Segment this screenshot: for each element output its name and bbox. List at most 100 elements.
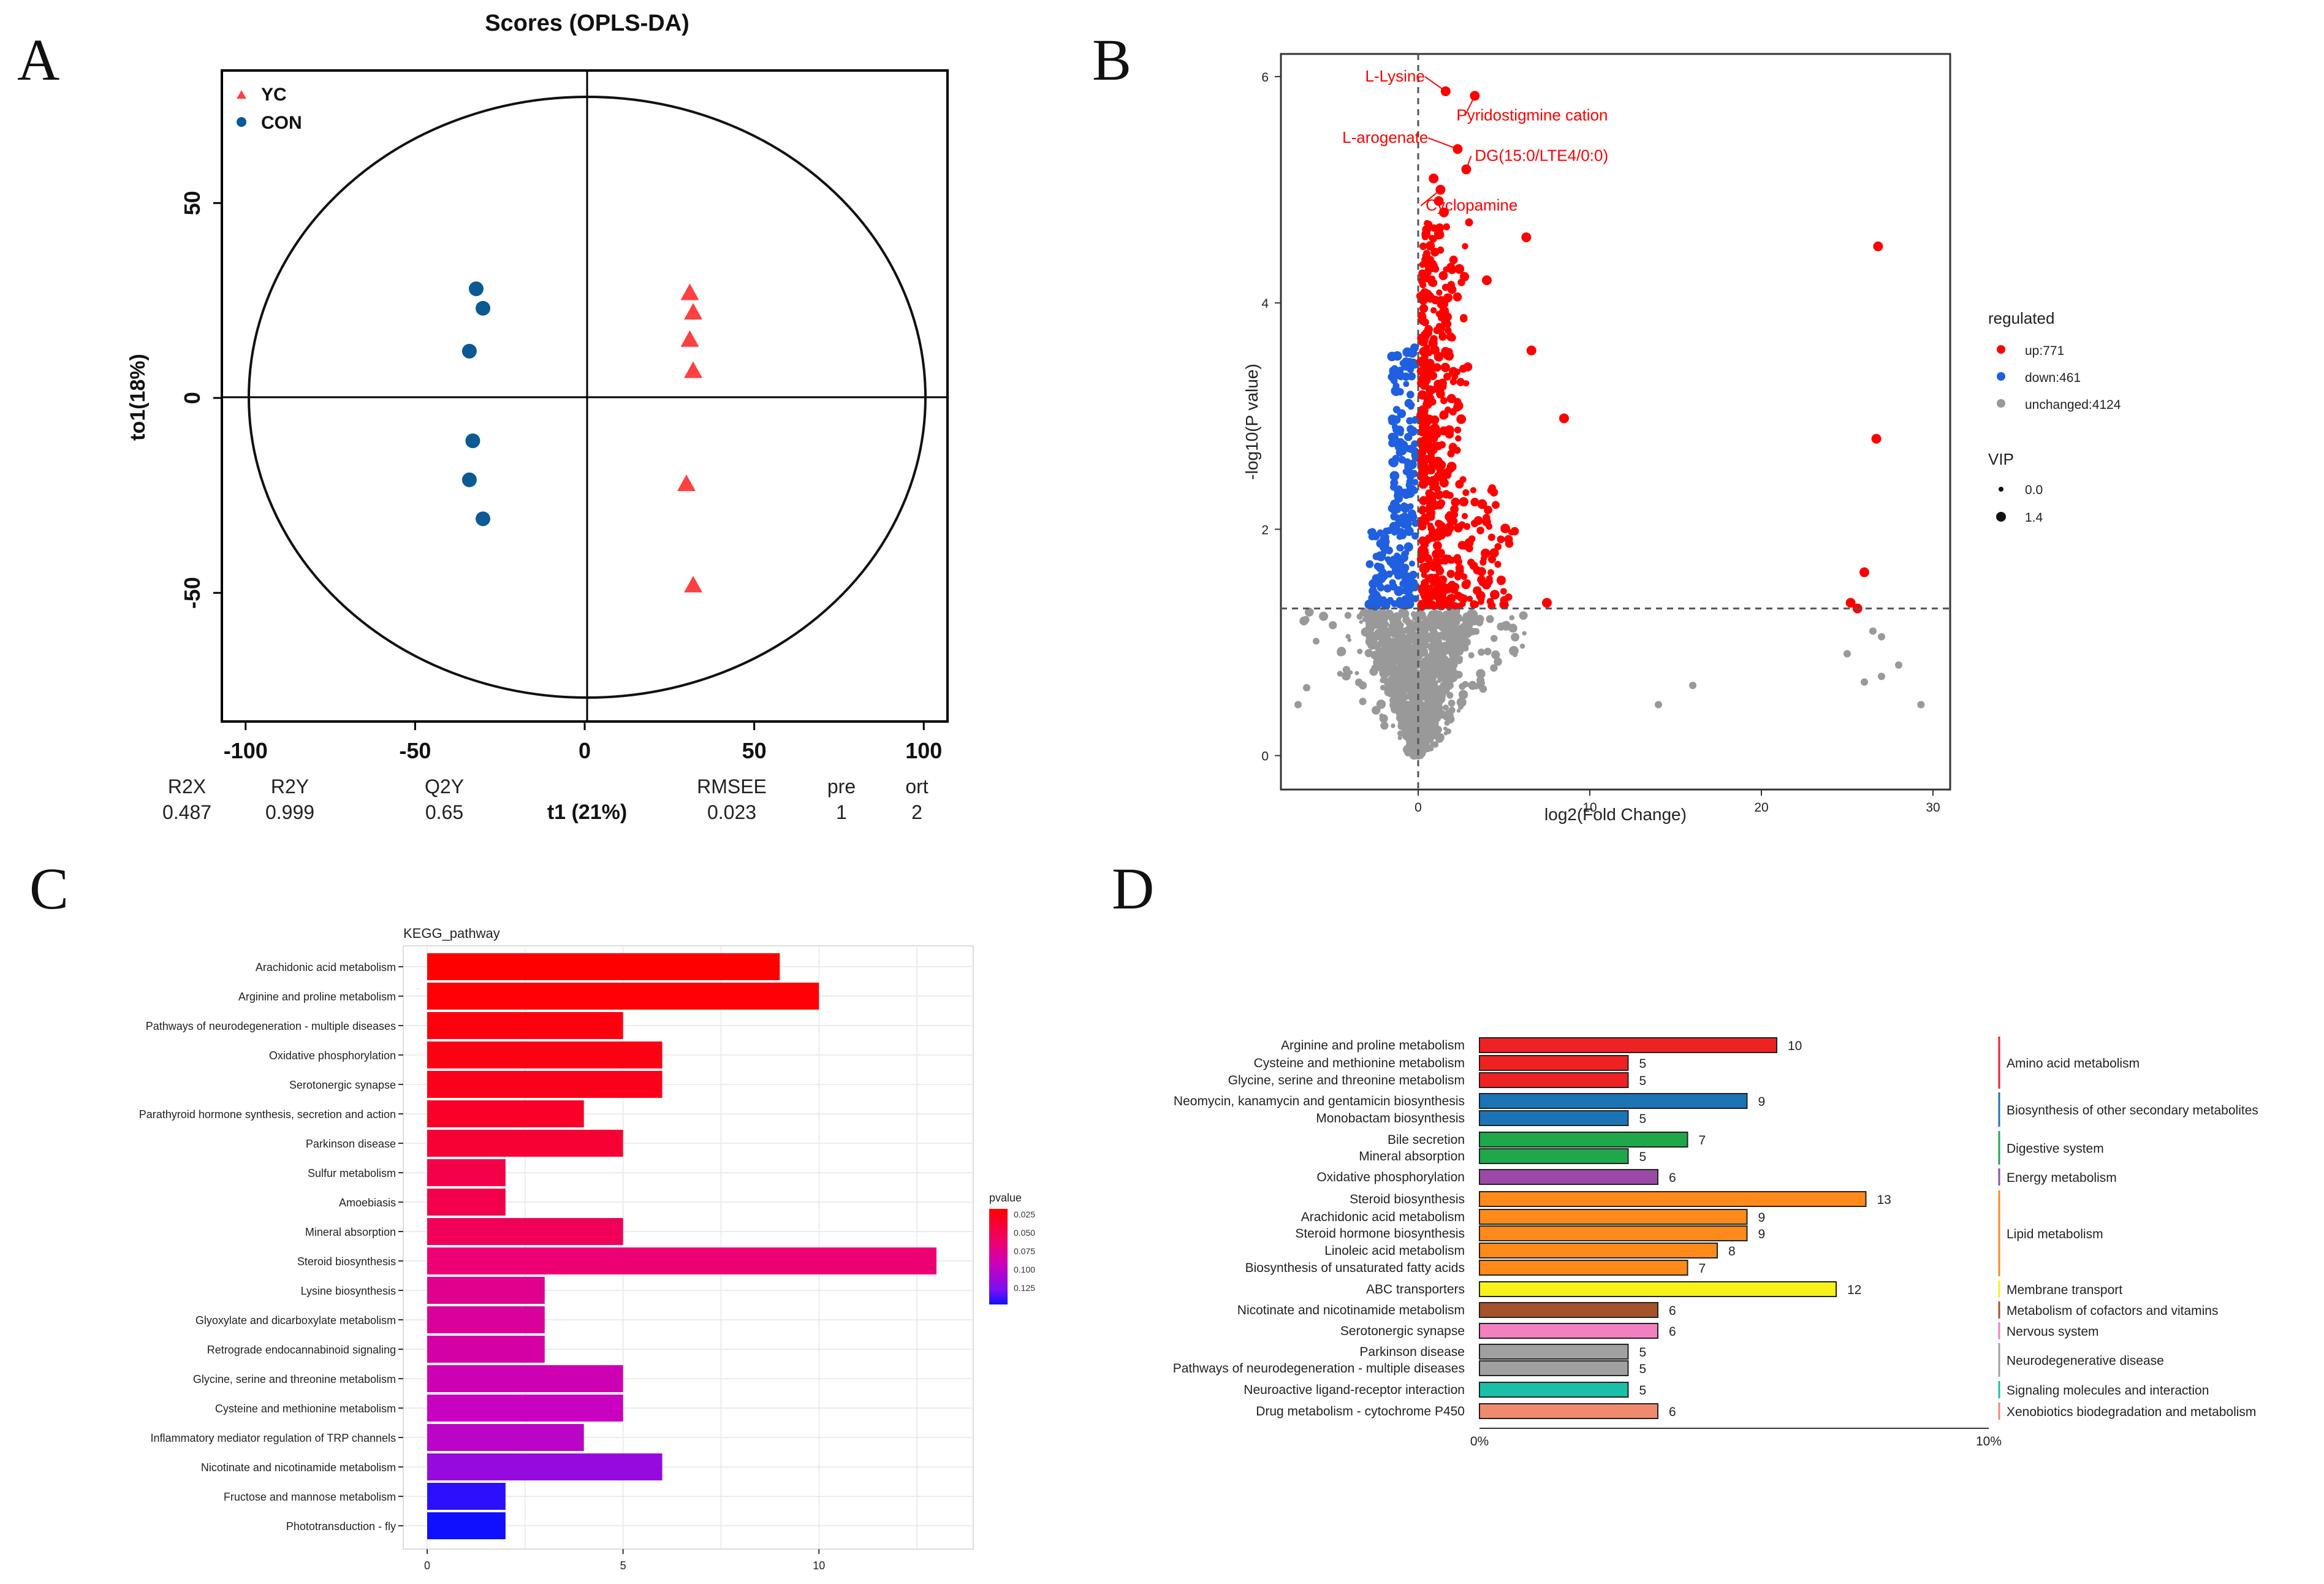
kegg-bar-arachidonic-acid-metabolism <box>427 953 780 980</box>
stat-value-r2x: 0.487 <box>162 801 211 823</box>
up-regulated-point <box>1430 224 1438 232</box>
stat-value-rmsee: 0.023 <box>707 801 756 823</box>
unchanged-point <box>1405 646 1410 651</box>
unchanged-point <box>1389 688 1399 698</box>
kegg-label-parkinson-disease: Parkinson disease <box>306 1138 396 1150</box>
up-regulated-point <box>1419 303 1429 313</box>
pathway-count-monobactam-biosynthesis: 5 <box>1639 1112 1647 1126</box>
legend-unchanged-dot <box>1997 399 2005 408</box>
up-regulated-point <box>1497 576 1506 585</box>
unchanged-point <box>1356 613 1363 620</box>
unchanged-point <box>1519 611 1528 620</box>
pathway-bar-mineral-absorption <box>1479 1148 1629 1164</box>
unchanged-point <box>1436 733 1445 742</box>
kegg-label-pathways-of-neurodegeneration-multiple-diseases: Pathways of neurodegeneration - multiple… <box>146 1020 396 1032</box>
up-regulated-point <box>1424 219 1430 227</box>
up-regulated-point <box>1482 517 1491 527</box>
unchanged-point <box>1430 642 1437 649</box>
unchanged-point <box>1421 734 1431 744</box>
up-regulated-point <box>1428 425 1436 432</box>
volcano-y-tick-label: 4 <box>1261 297 1269 311</box>
group-label-amino-acid-metabolism: Amino acid metabolism <box>2007 1057 2140 1071</box>
up-regulated-point <box>1462 243 1468 249</box>
pathway-label-monobactam-biosynthesis: Monobactam biosynthesis <box>1316 1111 1465 1125</box>
panel-letter-a: A <box>17 27 59 93</box>
pathway-bar-neuroactive-ligand-receptor-interaction <box>1479 1382 1629 1398</box>
con-sample-point <box>461 343 477 359</box>
opls-y-tick-label: 50 <box>180 191 205 215</box>
pathway-bar-parkinson-disease <box>1479 1344 1629 1360</box>
up-regulated-point <box>1454 592 1462 600</box>
up-regulated-point <box>1428 371 1438 381</box>
unchanged-point <box>1475 615 1484 623</box>
up-regulated-point <box>1443 293 1452 303</box>
pathway-count-biosynthesis-of-unsaturated-fatty-acids: 7 <box>1699 1262 1706 1276</box>
unchanged-point <box>1427 696 1435 705</box>
pathway-label-cysteine-and-methionine-metabolism: Cysteine and methionine metabolism <box>1254 1056 1465 1070</box>
unchanged-point <box>1468 652 1475 659</box>
down-regulated-point <box>1406 583 1416 592</box>
stat-value-ort: 2 <box>911 801 922 823</box>
unchanged-point <box>1494 657 1502 666</box>
pathway-label-mineral-absorption: Mineral absorption <box>1359 1149 1465 1163</box>
down-regulated-point <box>1394 514 1401 521</box>
group-label-lipid-metabolism: Lipid metabolism <box>2007 1227 2103 1241</box>
down-regulated-point <box>1411 346 1418 353</box>
yc-sample-point <box>684 303 703 320</box>
group-label-biosynthesis-of-other-secondary-metabolites: Biosynthesis of other secondary metaboli… <box>2007 1103 2258 1118</box>
up-regulated-point <box>1497 535 1505 544</box>
kegg-label-fructose-and-mannose-metabolism: Fructose and mannose metabolism <box>224 1491 396 1503</box>
up-regulated-point <box>1845 598 1856 608</box>
unchanged-point <box>1405 715 1414 725</box>
kegg-x-tick-label: 10 <box>813 1559 825 1572</box>
stat-header-pre: pre <box>827 775 856 798</box>
unchanged-point <box>1391 632 1397 638</box>
up-regulated-point <box>1487 533 1495 541</box>
up-regulated-point <box>1459 476 1467 483</box>
unchanged-point <box>1430 611 1438 619</box>
pathway-label-nicotinate-and-nicotinamide-metabolism: Nicotinate and nicotinamide metabolism <box>1237 1303 1465 1317</box>
volcano-x-tick-label: 10 <box>1582 801 1597 815</box>
kegg-label-lysine-biosynthesis: Lysine biosynthesis <box>301 1285 396 1297</box>
up-regulated-point <box>1420 288 1430 298</box>
down-regulated-point <box>1388 373 1396 381</box>
confidence-ellipse <box>248 96 927 699</box>
up-regulated-point <box>1429 601 1437 609</box>
unchanged-point <box>1342 671 1351 681</box>
up-regulated-point <box>1439 411 1447 420</box>
up-regulated-point <box>1467 595 1473 602</box>
panel-a: A Scores (OPLS-DA) -100 -50 0 50 100 500-50 … <box>17 10 949 824</box>
up-regulated-point <box>1500 596 1509 604</box>
unchanged-point <box>1383 616 1388 621</box>
panel-letter-c: C <box>29 856 69 921</box>
unchanged-point <box>1374 623 1379 628</box>
unchanged-point <box>1437 661 1446 669</box>
up-regulated-point <box>1469 562 1478 570</box>
unchanged-point <box>1357 649 1363 655</box>
unchanged-point <box>1358 681 1367 690</box>
up-regulated-point <box>1454 426 1462 434</box>
up-regulated-point <box>1437 314 1445 322</box>
unchanged-point <box>1422 617 1430 624</box>
pathway-bar-steroid-biosynthesis <box>1479 1191 1867 1207</box>
unchanged-point <box>1371 664 1380 672</box>
down-regulated-point <box>1381 600 1391 610</box>
down-regulated-point <box>1400 488 1409 497</box>
down-regulated-point <box>1388 414 1397 424</box>
down-regulated-point <box>1387 351 1397 362</box>
up-regulated-point <box>1445 512 1454 522</box>
up-regulated-point <box>1435 500 1445 510</box>
down-regulated-point <box>1408 509 1416 518</box>
opls-y-tick-label: -50 <box>180 577 205 609</box>
up-regulated-point <box>1434 519 1443 528</box>
kegg-label-mineral-absorption: Mineral absorption <box>305 1226 396 1238</box>
pathway-label-arginine-and-proline-metabolism: Arginine and proline metabolism <box>1281 1038 1465 1053</box>
unchanged-point <box>1407 677 1416 687</box>
up-regulated-point <box>1454 264 1465 274</box>
unchanged-point <box>1397 736 1402 741</box>
up-regulated-point <box>1473 516 1483 525</box>
unchanged-point <box>1426 626 1431 631</box>
up-regulated-point <box>1487 569 1494 576</box>
down-regulated-point <box>1397 409 1407 419</box>
unchanged-point <box>1450 618 1456 623</box>
